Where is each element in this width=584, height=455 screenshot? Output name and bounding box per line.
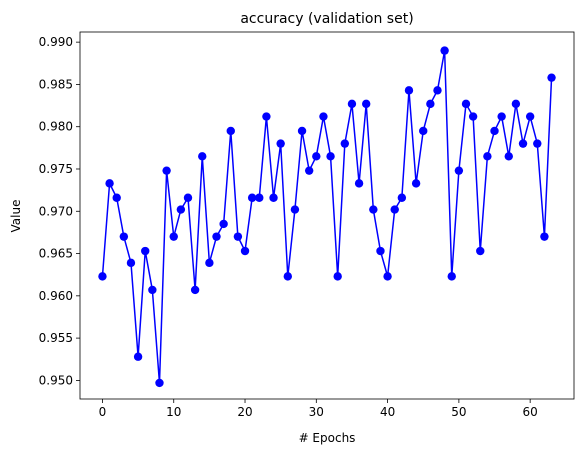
data-point [305, 166, 313, 174]
data-point [105, 179, 113, 187]
data-point [483, 152, 491, 160]
data-point [227, 127, 235, 135]
data-point [376, 247, 384, 255]
data-point [205, 259, 213, 267]
data-point [497, 112, 505, 120]
data-point [177, 205, 185, 213]
data-point [362, 100, 370, 108]
x-tick-label: 40 [380, 405, 395, 419]
data-point [148, 286, 156, 294]
data-point [212, 232, 220, 240]
data-point [426, 100, 434, 108]
y-tick-label: 0.970 [39, 204, 73, 218]
chart-title: accuracy (validation set) [240, 11, 413, 27]
data-point [448, 272, 456, 280]
data-point [284, 272, 292, 280]
y-tick-label: 0.990 [39, 35, 73, 49]
data-point [369, 205, 377, 213]
data-point [547, 73, 555, 81]
data-point [141, 247, 149, 255]
x-tick-label: 50 [451, 405, 466, 419]
x-tick-label: 30 [309, 405, 324, 419]
data-point [298, 127, 306, 135]
data-point [319, 112, 327, 120]
data-point [155, 379, 163, 387]
data-point [533, 139, 541, 147]
data-point [505, 152, 513, 160]
data-point [469, 112, 477, 120]
data-point [241, 247, 249, 255]
data-point [255, 194, 263, 202]
data-point [383, 272, 391, 280]
data-point [198, 152, 206, 160]
data-point [326, 152, 334, 160]
data-point [440, 46, 448, 54]
data-point [134, 353, 142, 361]
x-tick-label: 20 [237, 405, 252, 419]
data-point [170, 232, 178, 240]
data-point [519, 139, 527, 147]
data-point [476, 247, 484, 255]
data-point [412, 179, 420, 187]
data-point [455, 166, 463, 174]
data-point [348, 100, 356, 108]
y-tick-label: 0.980 [39, 120, 73, 134]
y-tick-label: 0.985 [39, 77, 73, 91]
data-point [333, 272, 341, 280]
data-point [490, 127, 498, 135]
data-point [191, 286, 199, 294]
data-point [262, 112, 270, 120]
y-tick-label: 0.965 [39, 247, 73, 261]
data-point [113, 194, 121, 202]
data-point [540, 232, 548, 240]
data-point [512, 100, 520, 108]
y-axis-label: Value [9, 200, 23, 233]
data-point [398, 194, 406, 202]
y-tick-label: 0.975 [39, 162, 73, 176]
data-point [269, 194, 277, 202]
data-point [291, 205, 299, 213]
data-point [120, 232, 128, 240]
data-point [355, 179, 363, 187]
data-point [98, 272, 106, 280]
data-point [184, 194, 192, 202]
data-point [127, 259, 135, 267]
x-tick-label: 60 [523, 405, 538, 419]
data-point [162, 166, 170, 174]
x-tick-label: 0 [99, 405, 107, 419]
data-point [526, 112, 534, 120]
y-tick-label: 0.950 [39, 373, 73, 387]
y-tick-label: 0.955 [39, 331, 73, 345]
x-tick-label: 10 [166, 405, 181, 419]
data-point [276, 139, 284, 147]
data-point [419, 127, 427, 135]
data-point [234, 232, 242, 240]
data-point [219, 220, 227, 228]
y-tick-label: 0.960 [39, 289, 73, 303]
data-point [405, 86, 413, 94]
data-point [312, 152, 320, 160]
x-axis-label: # Epochs [299, 431, 356, 445]
data-point [341, 139, 349, 147]
data-point [433, 86, 441, 94]
data-point [462, 100, 470, 108]
data-point [391, 205, 399, 213]
